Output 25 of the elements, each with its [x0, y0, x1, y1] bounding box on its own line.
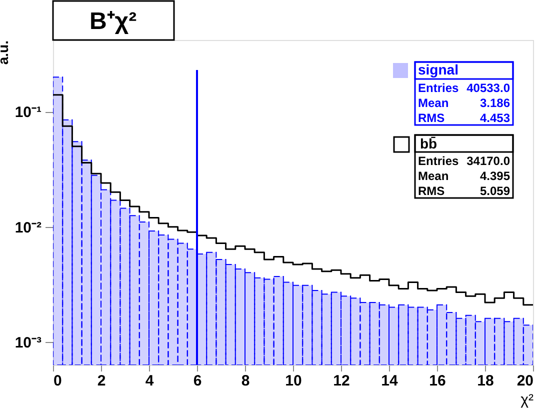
text: Mean 3.186 [418, 96, 510, 110]
x-axis-title: χ² [520, 392, 534, 408]
text: Entries 34170.0 [418, 154, 510, 168]
x-tick-label: 16 [429, 372, 446, 390]
chart-title: B⁺χ² [89, 8, 137, 35]
x-tick-label: 8 [241, 372, 250, 390]
x-tick-label: 2 [97, 372, 106, 390]
x-tick-label: 12 [333, 372, 350, 390]
text: Entries 40533.0 [418, 81, 510, 95]
x-tick-label: 14 [381, 372, 398, 390]
y-tick-label: 10⁻² [14, 219, 42, 236]
y-axis-title: a.u. [0, 40, 11, 65]
legend-label: bb̄ [420, 136, 438, 152]
x-tick-label: 4 [145, 372, 154, 390]
x-tick-label: 18 [477, 372, 494, 390]
x-tick-label: 20 [516, 372, 534, 390]
legend-label: signal [418, 62, 458, 78]
text: RMS 5.059 [418, 184, 510, 198]
x-tick-label: 10 [285, 372, 302, 390]
x-tick-label: 6 [193, 372, 202, 390]
text: Mean 4.395 [418, 169, 510, 183]
x-tick-label: 0 [54, 372, 62, 390]
text: RMS 4.453 [418, 111, 510, 125]
y-tick-label: 10⁻³ [14, 334, 42, 352]
y-tick-label: 10⁻¹ [14, 104, 42, 122]
